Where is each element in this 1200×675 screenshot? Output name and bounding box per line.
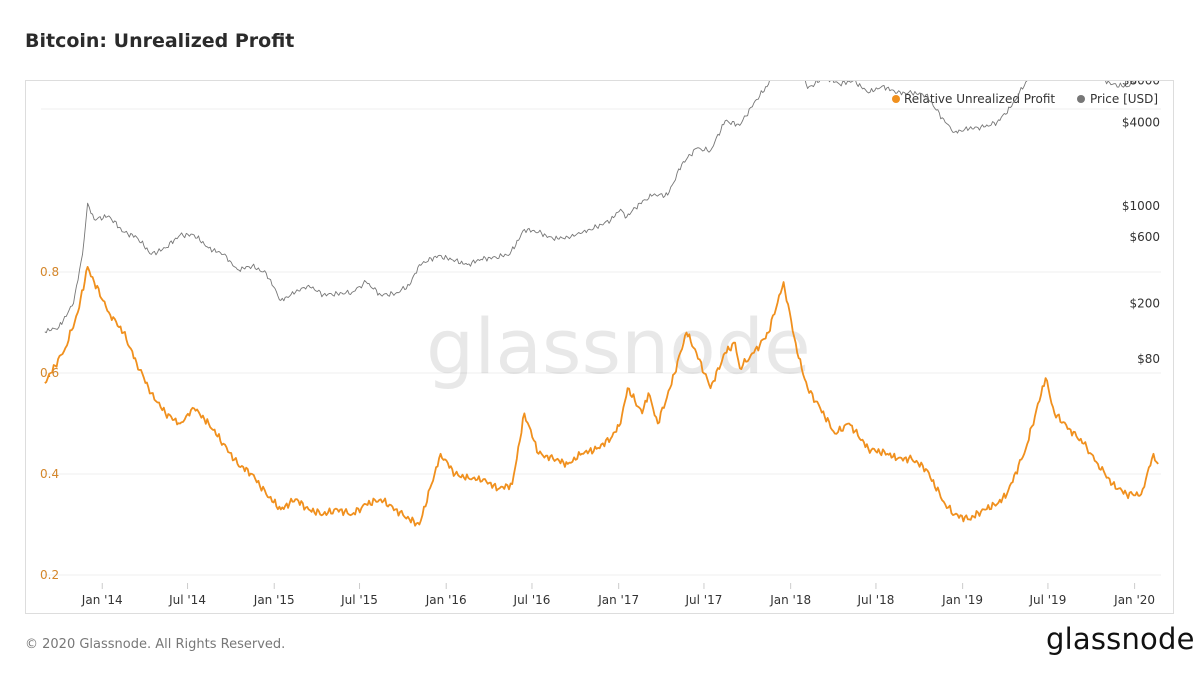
x-tick-label: Jan '18 — [769, 593, 811, 607]
right-tick-label: $4000 — [1122, 115, 1160, 129]
page-title: Bitcoin: Unrealized Profit — [25, 30, 295, 52]
x-tick-label: Jul '14 — [168, 593, 206, 607]
x-tick-label: Jan '20 — [1113, 593, 1155, 607]
x-tick-label: Jul '16 — [513, 593, 551, 607]
left-tick-label: 0.8 — [40, 265, 59, 279]
legend-label-profit[interactable]: Relative Unrealized Profit — [904, 92, 1055, 106]
glassnode-logo[interactable]: glassnode — [1046, 622, 1195, 656]
x-axis-ticks: Jan '14 Jul '14 Jan '15 Jul '15 Jan '16 Jul '… — [81, 583, 1155, 607]
legend-marker-profit — [892, 95, 900, 103]
left-tick-label: 0.4 — [40, 467, 59, 481]
profit-line — [44, 266, 1159, 527]
x-tick-label: Jan '14 — [81, 593, 123, 607]
chart: glassnode Relative Unrealized Profit Pri… — [40, 81, 1161, 607]
legend-marker-price — [1077, 95, 1085, 103]
relative-unrealized-profit-series — [44, 266, 1159, 527]
copyright-text: © 2020 Glassnode. All Rights Reserved. — [25, 637, 286, 652]
right-tick-label: $80 — [1137, 352, 1160, 366]
left-tick-label: 0.6 — [40, 366, 59, 380]
right-tick-label: $200 — [1129, 296, 1160, 310]
watermark: glassnode — [426, 302, 811, 391]
right-tick-label: $1000 — [1122, 199, 1160, 213]
x-tick-label: Jul '17 — [685, 593, 723, 607]
x-tick-label: Jan '16 — [425, 593, 467, 607]
price-line — [44, 81, 1137, 334]
grid-lines — [41, 108, 1161, 576]
x-tick-label: Jan '15 — [253, 593, 295, 607]
x-tick-label: Jul '18 — [856, 593, 894, 607]
right-axis-ticks: $80$200$600$1000$4000$8000$20000 — [1122, 81, 1160, 366]
right-tick-label: $8000 — [1122, 81, 1160, 87]
x-tick-label: Jan '19 — [941, 593, 983, 607]
legend: Relative Unrealized Profit Price [USD] — [892, 92, 1158, 106]
left-tick-label: 0.2 — [40, 568, 59, 582]
left-axis-ticks: 0.2 0.4 0.6 0.8 — [40, 265, 59, 582]
x-tick-label: Jan '17 — [597, 593, 639, 607]
legend-label-price[interactable]: Price [USD] — [1090, 92, 1158, 106]
x-tick-label: Jul '15 — [340, 593, 378, 607]
chart-frame: glassnode Relative Unrealized Profit Pri… — [25, 80, 1174, 614]
right-tick-label: $600 — [1129, 230, 1160, 244]
price-series — [44, 81, 1137, 334]
x-tick-label: Jul '19 — [1028, 593, 1066, 607]
